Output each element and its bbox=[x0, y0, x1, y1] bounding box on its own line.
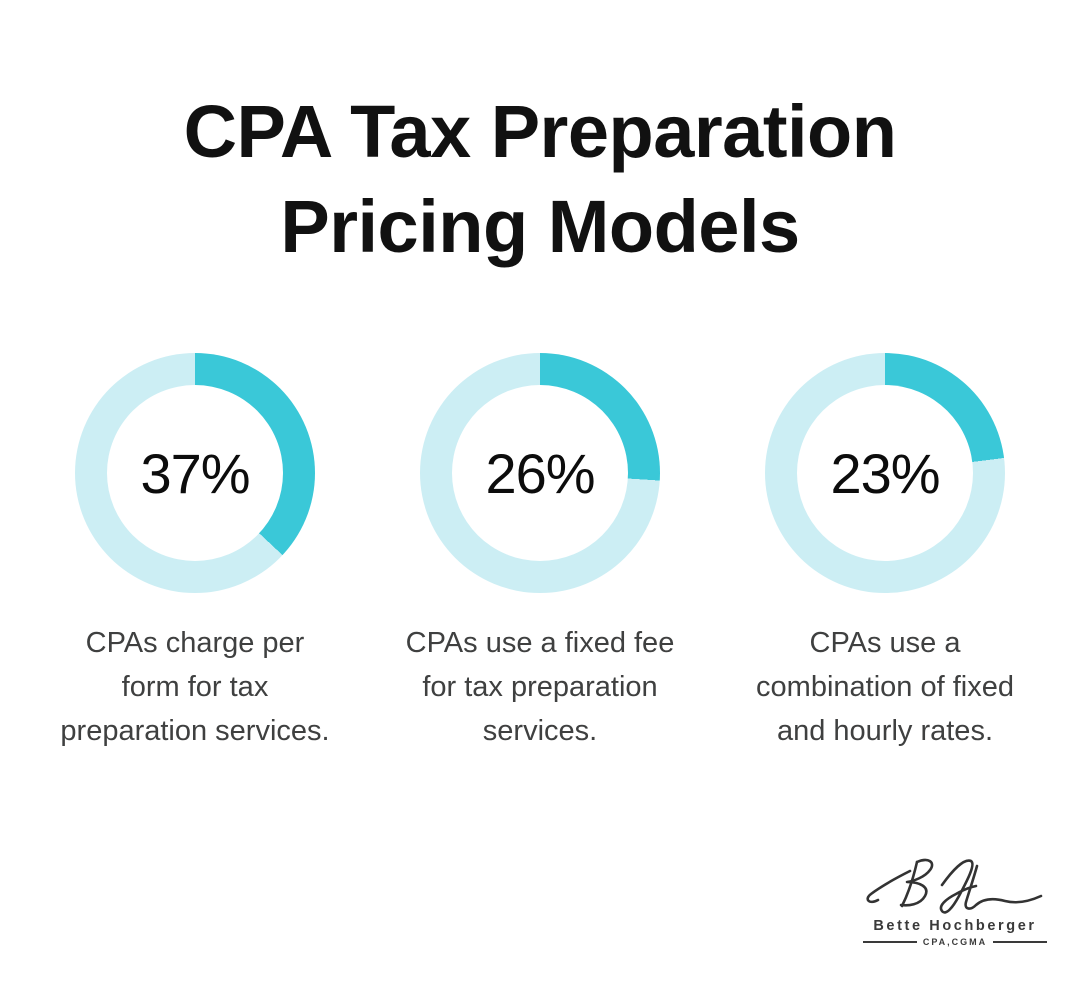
chart-column-per-form: 37% CPAs charge per form for tax prepara… bbox=[23, 353, 368, 753]
donut-chart-26-percent: 26% bbox=[420, 353, 660, 593]
percent-label: 37% bbox=[140, 441, 250, 505]
donut-chart-23-percent: 23% bbox=[765, 353, 1005, 593]
chart-description: CPAs charge per form for tax preparation… bbox=[60, 627, 330, 747]
page-title: CPA Tax Preparation Pricing Models bbox=[0, 84, 1080, 274]
bh-signature-monogram-icon bbox=[866, 858, 1043, 914]
title-line-1: CPA Tax Preparation bbox=[183, 90, 897, 173]
donut-hole: 26% bbox=[452, 385, 628, 561]
logo-credentials-row: CPA,CGMA bbox=[863, 937, 1047, 947]
donut-chart-37-percent: 37% bbox=[75, 353, 315, 593]
donut-hole: 37% bbox=[107, 385, 283, 561]
chart-column-fixed-fee: 26% CPAs use a fixed fee for tax prepara… bbox=[368, 353, 713, 753]
percent-label: 23% bbox=[830, 441, 940, 505]
logo-rule-right bbox=[993, 941, 1047, 943]
chart-description: CPAs use a fixed fee for tax preparation… bbox=[405, 627, 675, 747]
chart-column-combination: 23% CPAs use a combination of fixed and … bbox=[713, 353, 1058, 753]
bette-hochberger-logo: Bette Hochberger CPA,CGMA bbox=[863, 854, 1047, 947]
percent-label: 26% bbox=[485, 441, 595, 505]
logo-rule-left bbox=[863, 941, 917, 943]
logo-credentials: CPA,CGMA bbox=[922, 937, 988, 947]
chart-description: CPAs use a combination of fixed and hour… bbox=[756, 627, 1014, 747]
title-line-2: Pricing Models bbox=[280, 185, 800, 268]
donut-hole: 23% bbox=[797, 385, 973, 561]
charts-row: 37% CPAs charge per form for tax prepara… bbox=[0, 353, 1080, 753]
logo-name: Bette Hochberger bbox=[873, 918, 1037, 934]
